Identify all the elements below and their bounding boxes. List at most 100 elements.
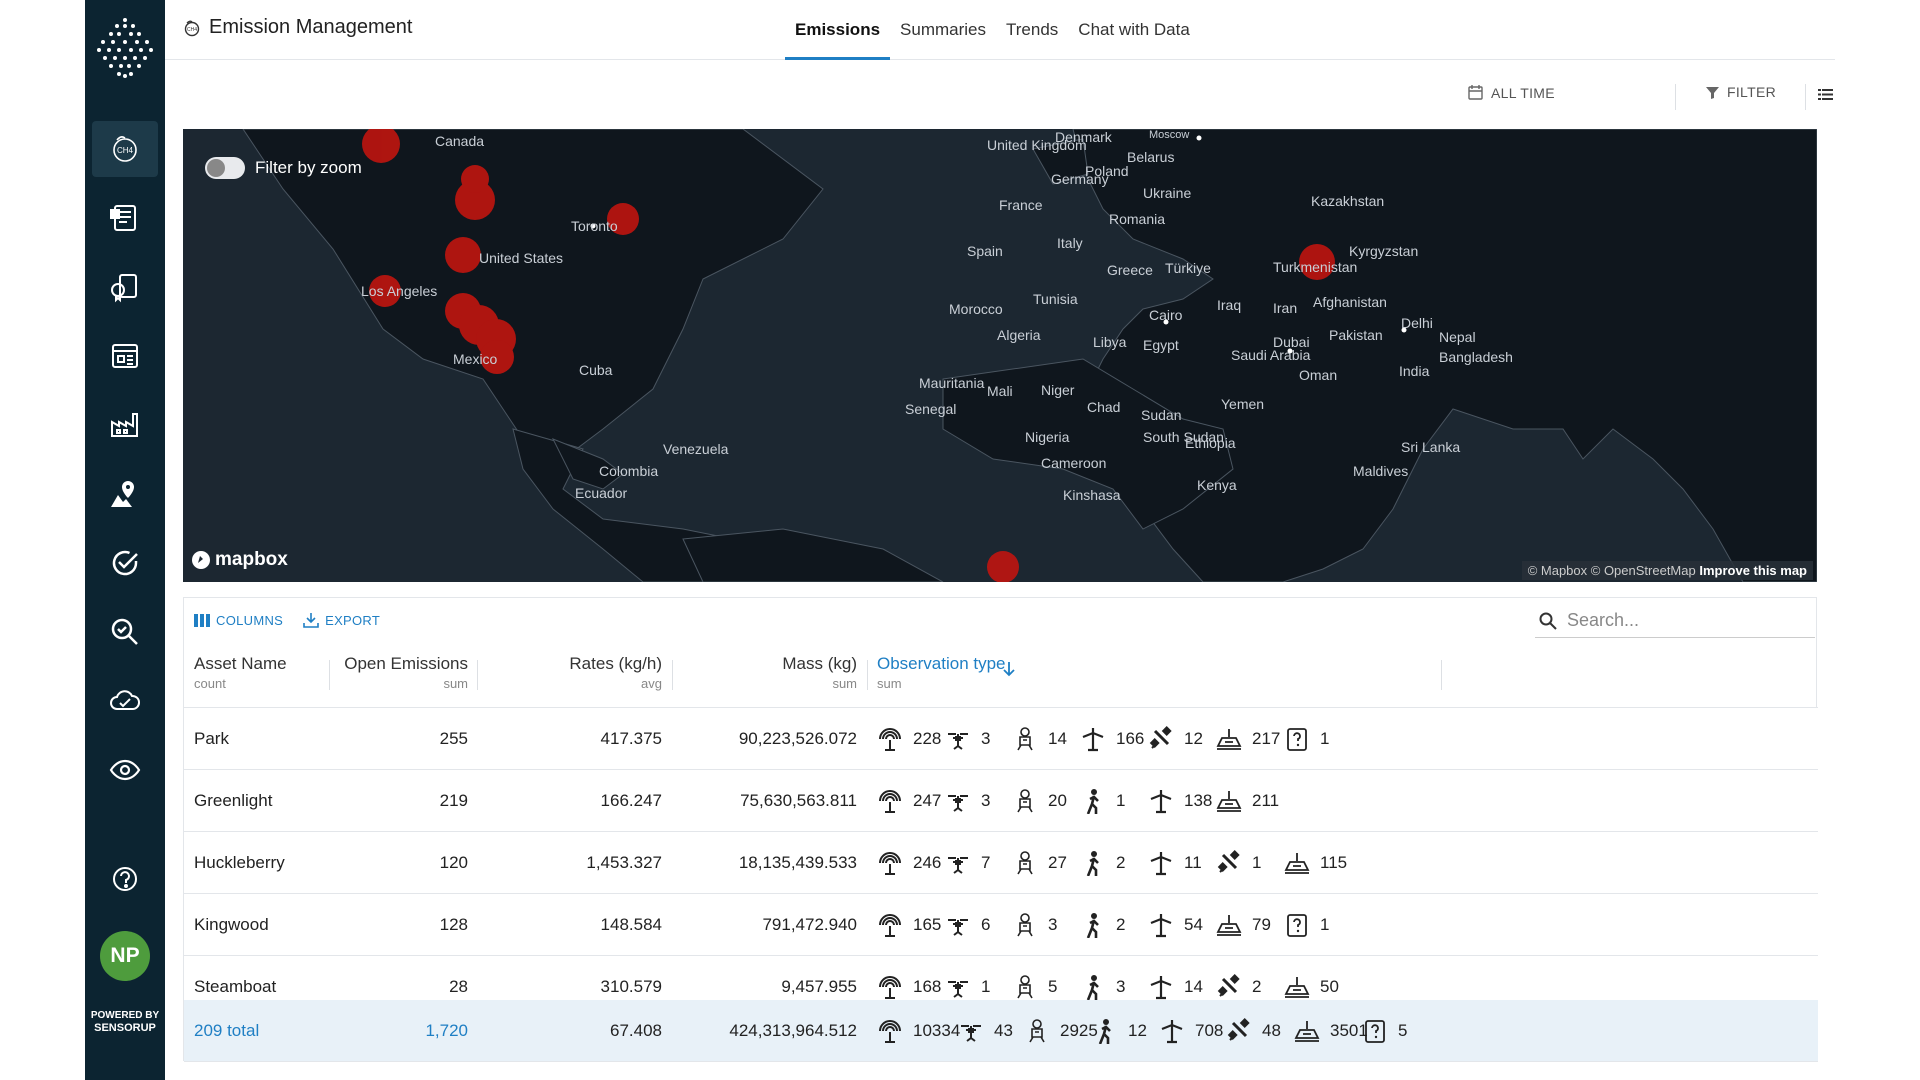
tab-emissions[interactable]: Emissions: [785, 0, 891, 60]
emissions-map[interactable]: Canada Toronto United States Los Angeles Mex…: [183, 129, 1817, 582]
map-canvas[interactable]: [183, 129, 1817, 582]
mapbox-icon: [192, 551, 210, 569]
drone-icon: [948, 857, 968, 874]
table-row[interactable]: Kingwood 128 148.584 791,472.940 165 6 3 2 54 79 1: [184, 894, 1818, 956]
observation-value: 27: [1048, 853, 1067, 872]
cell-name[interactable]: 209 total: [194, 1021, 260, 1040]
top-bar: CH4 Emission Management Emissions Summar…: [165, 0, 1835, 60]
unknown-icon: [1365, 1020, 1385, 1043]
list-view-icon: [1818, 89, 1833, 100]
cell-mass: 18,135,439.533: [738, 853, 857, 872]
table-row[interactable]: Greenlight 219 166.247 75,630,563.811 247 3 20…: [184, 770, 1818, 832]
list-view-button[interactable]: [1818, 88, 1833, 101]
cell-name: Greenlight: [194, 791, 273, 810]
cell-name: Kingwood: [194, 915, 269, 934]
report-icon: [110, 205, 136, 231]
map-label: Ethiopia: [1185, 435, 1236, 451]
ogi-camera-icon: [1029, 1019, 1045, 1043]
map-label: Morocco: [949, 301, 1003, 317]
table-total-row[interactable]: 209 total 1,720 67.408 424,313,964.512 10334…: [184, 1000, 1818, 1062]
observation-count: 12: [1092, 1000, 1147, 1062]
map-label: Iran: [1273, 300, 1298, 316]
search-box[interactable]: Search...: [1535, 604, 1815, 638]
header-title: Mass (kg): [782, 654, 857, 673]
observation-value: 1: [1116, 791, 1126, 810]
emission-marker: [445, 237, 481, 273]
map-label: India: [1399, 363, 1430, 379]
nav-help[interactable]: [92, 851, 158, 907]
attribution-text[interactable]: © Mapbox © OpenStreetMap: [1527, 563, 1696, 578]
emission-markers: [362, 129, 1335, 582]
fixed-sensor-icon: [1216, 729, 1242, 750]
header-observation-type[interactable]: Observation type sum: [877, 654, 1037, 691]
all-time-button[interactable]: ALL TIME: [1467, 84, 1555, 101]
header-asset-name[interactable]: Asset Name count: [194, 654, 324, 691]
nav-verification[interactable]: [92, 535, 158, 591]
emission-marker: [369, 275, 401, 307]
search-input[interactable]: Search...: [1567, 610, 1640, 630]
header-rates[interactable]: Rates (kg/h) avg: [494, 654, 662, 691]
map-label: Mauritania: [919, 375, 985, 391]
sensorup-text: SENSORUP: [94, 1022, 156, 1034]
observation-value: 1: [1320, 729, 1330, 748]
filter-button[interactable]: FILTER: [1705, 84, 1776, 100]
tab-chat-with-data[interactable]: Chat with Data: [1078, 20, 1190, 39]
header-open-emissions[interactable]: Open Emissions sum: [344, 654, 468, 691]
nav-cloud-data[interactable]: [92, 673, 158, 729]
nav-search-analysis[interactable]: [92, 604, 158, 660]
filter-by-zoom-toggle[interactable]: Filter by zoom: [205, 157, 362, 179]
columns-button[interactable]: COLUMNS: [194, 612, 283, 628]
nav-compliance[interactable]: [92, 259, 158, 315]
cell-open: 255: [439, 729, 468, 748]
aircraft-icon: [1082, 728, 1104, 752]
aircraft-icon: [1150, 852, 1172, 876]
tab-summaries[interactable]: Summaries: [900, 20, 987, 39]
observation-count: 14: [1012, 708, 1067, 770]
observation-count: 6: [945, 894, 990, 956]
cell-rate: 148.584: [600, 915, 662, 934]
observation-value: 3: [981, 791, 991, 810]
emission-marker: [455, 180, 495, 220]
mapbox-logo[interactable]: mapbox: [191, 549, 288, 571]
user-avatar[interactable]: NP: [100, 931, 150, 981]
observation-count: 1: [1080, 770, 1125, 832]
nav-facilities[interactable]: [92, 397, 158, 453]
eye-icon: [109, 759, 141, 781]
improve-map-link[interactable]: Improve this map: [1699, 563, 1807, 578]
table-row[interactable]: Huckleberry 120 1,453.327 18,135,439.533 246…: [184, 832, 1818, 894]
map-pin-icon: [111, 481, 134, 507]
observation-count: 5: [1362, 1000, 1407, 1062]
observation-count: 217: [1216, 708, 1280, 770]
filter-label: FILTER: [1727, 84, 1776, 100]
cell-open[interactable]: 1,720: [425, 1021, 468, 1040]
observation-value: 54: [1184, 915, 1203, 934]
cell-rate: 166.247: [600, 791, 662, 810]
unknown-icon: [1287, 914, 1307, 937]
table-toolbar: COLUMNS EXPORT: [194, 612, 380, 628]
nav-sites-map[interactable]: [92, 466, 158, 522]
tab-trends[interactable]: Trends: [1006, 20, 1059, 39]
sort-descending-icon[interactable]: [1002, 660, 1016, 678]
emission-marker: [607, 203, 639, 235]
column-separator: [1441, 660, 1442, 690]
header-mass[interactable]: Mass (kg) sum: [689, 654, 857, 691]
walker-icon: [1086, 789, 1099, 814]
cell-mass: 791,472.940: [762, 915, 857, 934]
map-label: Sudan: [1141, 407, 1182, 423]
export-button[interactable]: EXPORT: [303, 612, 380, 628]
table-row[interactable]: Park 255 417.375 90,223,526.072 228 3 14 166 12 2…: [184, 708, 1818, 770]
map-label: United Kingdom: [987, 137, 1087, 153]
cell-name: Huckleberry: [194, 853, 285, 872]
search-icon: [1539, 612, 1557, 630]
cell-name: Park: [194, 729, 229, 748]
cell-mass: 75,630,563.811: [740, 791, 857, 810]
nav-monitoring[interactable]: [92, 742, 158, 798]
nav-dashboard[interactable]: [92, 328, 158, 384]
nav-ch4-emissions[interactable]: CH4: [92, 121, 158, 177]
nav-reports[interactable]: [92, 190, 158, 246]
observation-value: 168: [913, 977, 942, 996]
app-logo[interactable]: [91, 14, 159, 82]
aircraft-icon: [1161, 1020, 1183, 1044]
toggle-switch[interactable]: [205, 157, 245, 179]
dashboard-icon: [112, 344, 138, 368]
